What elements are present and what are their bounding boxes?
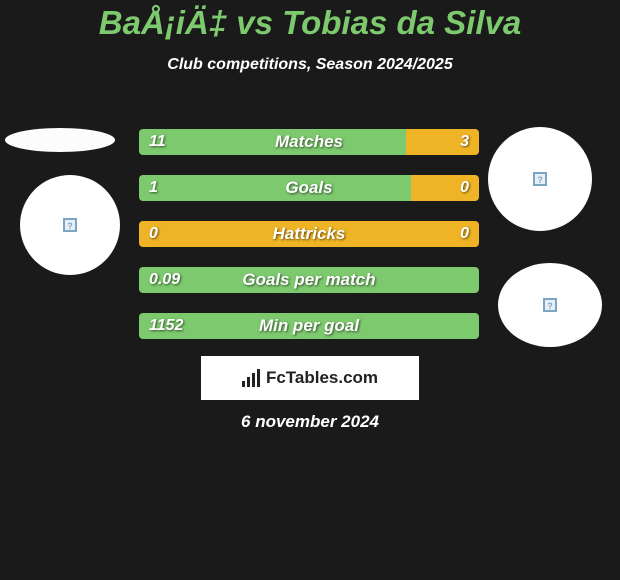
player-right-avatar-2: ? — [498, 263, 602, 347]
stat-bar: 1152Min per goal — [139, 313, 479, 339]
stat-bar: 00Hattricks — [139, 221, 479, 247]
decorative-ellipse — [5, 128, 115, 152]
stat-label: Matches — [139, 129, 479, 155]
player-left-avatar: ? — [20, 175, 120, 275]
stat-label: Hattricks — [139, 221, 479, 247]
placeholder-icon: ? — [533, 172, 547, 186]
player-right-avatar-1: ? — [488, 127, 592, 231]
placeholder-icon: ? — [543, 298, 557, 312]
page-subtitle: Club competitions, Season 2024/2025 — [0, 56, 620, 74]
stat-label: Goals per match — [139, 267, 479, 293]
date-text: 6 november 2024 — [0, 412, 620, 432]
placeholder-icon: ? — [63, 218, 77, 232]
stat-label: Min per goal — [139, 313, 479, 339]
page-title: BaÅ¡iÄ‡ vs Tobias da Silva — [0, 4, 620, 42]
stat-label: Goals — [139, 175, 479, 201]
stat-bar: 113Matches — [139, 129, 479, 155]
comparison-bars: 113Matches 10Goals 00Hattricks 0.09Goals pe… — [139, 129, 479, 359]
stat-bar: 0.09Goals per match — [139, 267, 479, 293]
attribution-badge: FcTables.com — [201, 356, 419, 400]
attribution-text: FcTables.com — [266, 368, 378, 388]
stat-bar: 10Goals — [139, 175, 479, 201]
attribution-logo-icon — [242, 369, 260, 387]
